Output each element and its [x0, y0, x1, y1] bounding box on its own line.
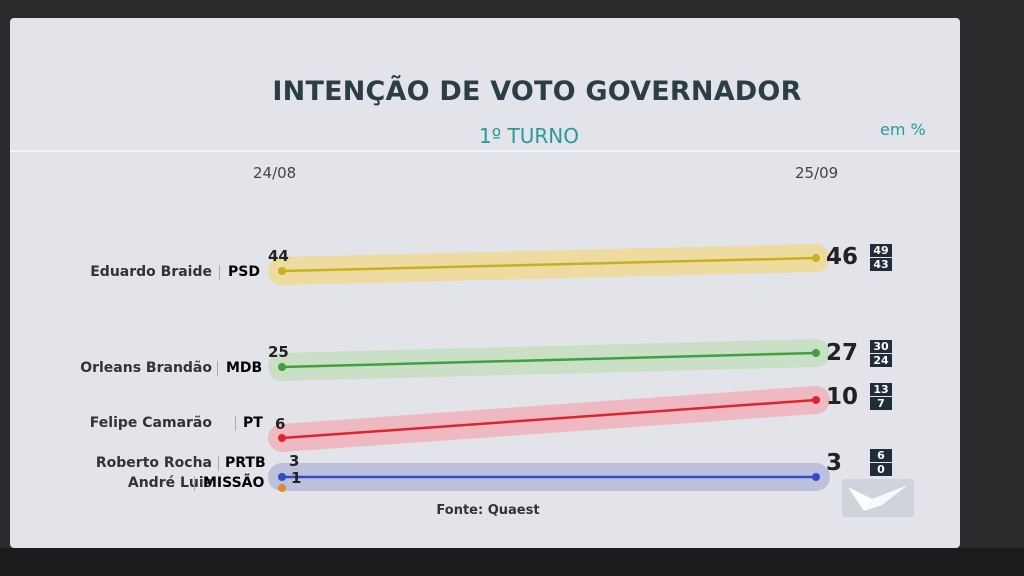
range-max: 13 — [873, 383, 889, 396]
end-value-brandao: 27 — [826, 340, 859, 366]
tv-screen — [10, 18, 960, 548]
range-divider — [870, 353, 892, 354]
divider — [10, 150, 960, 152]
range-divider — [870, 257, 892, 258]
range-box-brandao: 30 24 — [870, 340, 892, 367]
date-end-label: 25/09 — [795, 164, 839, 182]
end-value-braide: 46 — [826, 244, 859, 270]
party-label-pt: PT — [243, 415, 263, 431]
separator — [194, 476, 195, 491]
range-max: 30 — [873, 340, 889, 353]
chart-title: INTENÇÃO DE VOTO GOVERNADOR — [272, 76, 802, 107]
separator — [217, 361, 218, 376]
range-box-camarao: 13 7 — [870, 383, 892, 410]
range-min: 43 — [873, 258, 889, 271]
data-point-rocha-end — [812, 473, 820, 481]
range-divider — [870, 396, 892, 397]
data-point-camarao-start — [278, 434, 286, 442]
party-label-mdb: MDB — [226, 360, 263, 376]
party-label-missao: MISSÃO — [203, 475, 265, 491]
data-point-braide-start — [278, 267, 286, 275]
series-line-camarao — [281, 398, 817, 440]
data-point-rocha-start — [278, 473, 286, 481]
start-value-andre-luis: 1 — [291, 469, 302, 487]
range-box-rocha: 6 0 — [870, 449, 892, 476]
candidate-name-rocha: Roberto Rocha — [95, 455, 212, 471]
start-value-rocha: 3 — [289, 452, 300, 470]
broadcaster-logo — [842, 479, 914, 517]
range-divider — [870, 462, 892, 463]
party-label-prtb: PRTB — [225, 455, 266, 471]
range-max: 6 — [877, 449, 885, 462]
data-point-andre-luis-start — [278, 484, 286, 492]
data-point-braide-end — [812, 254, 820, 262]
separator — [219, 265, 220, 280]
start-value-brandao: 25 — [268, 343, 289, 361]
date-start-label: 24/08 — [253, 164, 297, 182]
candidate-name-braide: Eduardo Braide — [90, 264, 212, 280]
candidate-name-brandao: Orleans Brandão — [80, 360, 212, 376]
data-point-brandao-end — [812, 349, 820, 357]
end-value-rocha: 3 — [826, 450, 843, 476]
series-line-braide — [281, 256, 817, 273]
candidate-name-andre-luis: André Luis — [127, 475, 212, 491]
range-min: 24 — [873, 354, 889, 367]
start-value-braide: 44 — [268, 247, 289, 265]
range-box-braide: 49 43 — [870, 244, 892, 271]
range-min: 0 — [877, 463, 885, 476]
data-point-brandao-start — [278, 363, 286, 371]
end-value-camarao: 10 — [826, 384, 859, 410]
separator — [218, 456, 219, 471]
data-point-camarao-end — [812, 396, 820, 404]
series-line-brandao — [281, 351, 817, 369]
range-max: 49 — [873, 244, 889, 257]
chart-subtitle: 1º TURNO — [479, 124, 579, 148]
candidate-name-camarao: Felipe Camarão — [89, 415, 212, 431]
source-label: Fonte: Quaest — [436, 503, 540, 518]
unit-label: em % — [880, 120, 926, 139]
separator — [235, 416, 236, 431]
start-value-camarao: 6 — [275, 415, 286, 433]
range-min: 7 — [877, 397, 885, 410]
tv-frame — [0, 548, 1024, 576]
party-label-psd: PSD — [228, 264, 260, 280]
